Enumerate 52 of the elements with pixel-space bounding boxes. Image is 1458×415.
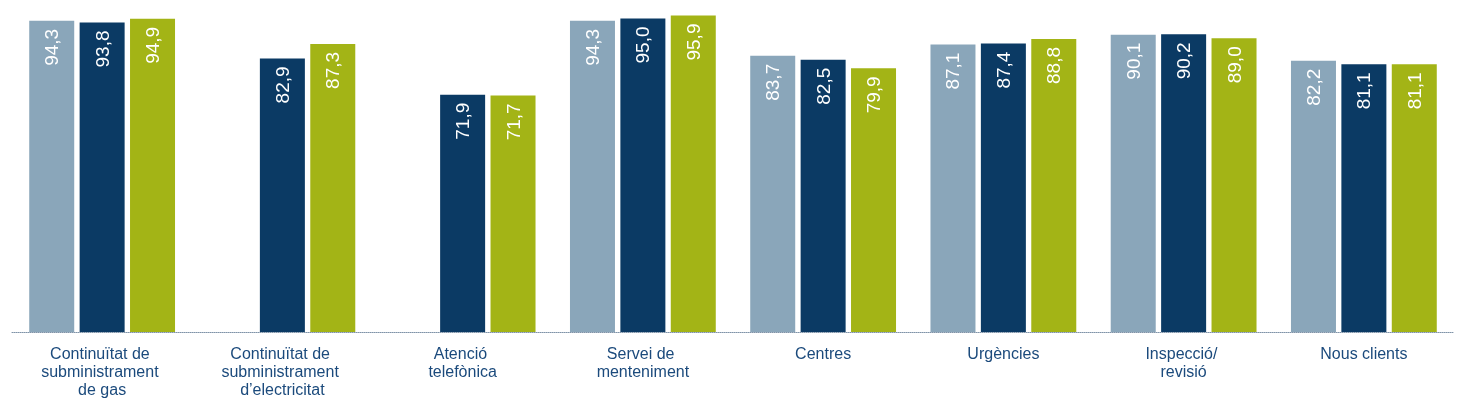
bar xyxy=(79,22,125,332)
bar xyxy=(1110,34,1156,332)
x-tick-label: Nous clients xyxy=(1320,344,1408,362)
data-label: 89,0 xyxy=(1223,46,1245,84)
data-label: 90,1 xyxy=(1122,42,1144,80)
bar xyxy=(440,94,486,332)
data-label: 94,3 xyxy=(41,28,63,66)
x-tick-label: Continuïtat de subministrament d’electricitat xyxy=(221,344,344,398)
data-label: 93,8 xyxy=(91,30,113,68)
bar xyxy=(310,43,356,332)
bar xyxy=(259,58,305,332)
bar xyxy=(130,18,176,332)
data-label: 90,2 xyxy=(1173,42,1195,80)
data-label: 87,3 xyxy=(322,51,344,89)
data-label: 87,1 xyxy=(942,52,964,90)
bar xyxy=(1161,34,1207,332)
x-tick-label: Continuïtat de subministrament de gas xyxy=(41,344,164,398)
data-label: 82,2 xyxy=(1302,68,1324,106)
x-tick-label: Atenció telefònica xyxy=(428,344,497,380)
data-label: 71,9 xyxy=(452,102,474,140)
bar xyxy=(1031,38,1077,332)
bar xyxy=(1391,64,1437,332)
data-label: 95,9 xyxy=(682,23,704,61)
data-label: 87,4 xyxy=(992,51,1014,89)
bar xyxy=(490,95,536,332)
bar xyxy=(930,44,976,332)
bar xyxy=(29,20,75,332)
bar xyxy=(980,43,1026,332)
bar xyxy=(620,18,666,332)
bar xyxy=(1211,38,1257,332)
data-label: 88,8 xyxy=(1043,46,1065,84)
data-label: 94,3 xyxy=(581,28,603,66)
bar xyxy=(1290,60,1336,332)
bar xyxy=(800,59,846,332)
data-label: 81,1 xyxy=(1403,72,1425,110)
data-label: 81,1 xyxy=(1353,72,1375,110)
data-label: 82,5 xyxy=(812,67,834,105)
bar xyxy=(670,15,716,332)
data-label: 83,7 xyxy=(762,63,784,101)
bar xyxy=(1341,64,1387,332)
bar xyxy=(569,20,615,332)
x-tick-label: Urgències xyxy=(967,344,1040,362)
bar xyxy=(851,68,897,332)
data-label: 71,7 xyxy=(502,103,524,141)
data-label: 82,9 xyxy=(271,66,293,104)
data-label: 94,9 xyxy=(142,26,164,64)
x-tick-label: Centres xyxy=(795,344,852,362)
x-tick-label: Servei de menteniment xyxy=(596,344,690,380)
bar xyxy=(750,55,796,332)
x-tick-label: Inspecció/ revisió xyxy=(1145,344,1222,380)
data-label: 95,0 xyxy=(632,26,654,64)
data-label: 79,9 xyxy=(863,76,885,114)
